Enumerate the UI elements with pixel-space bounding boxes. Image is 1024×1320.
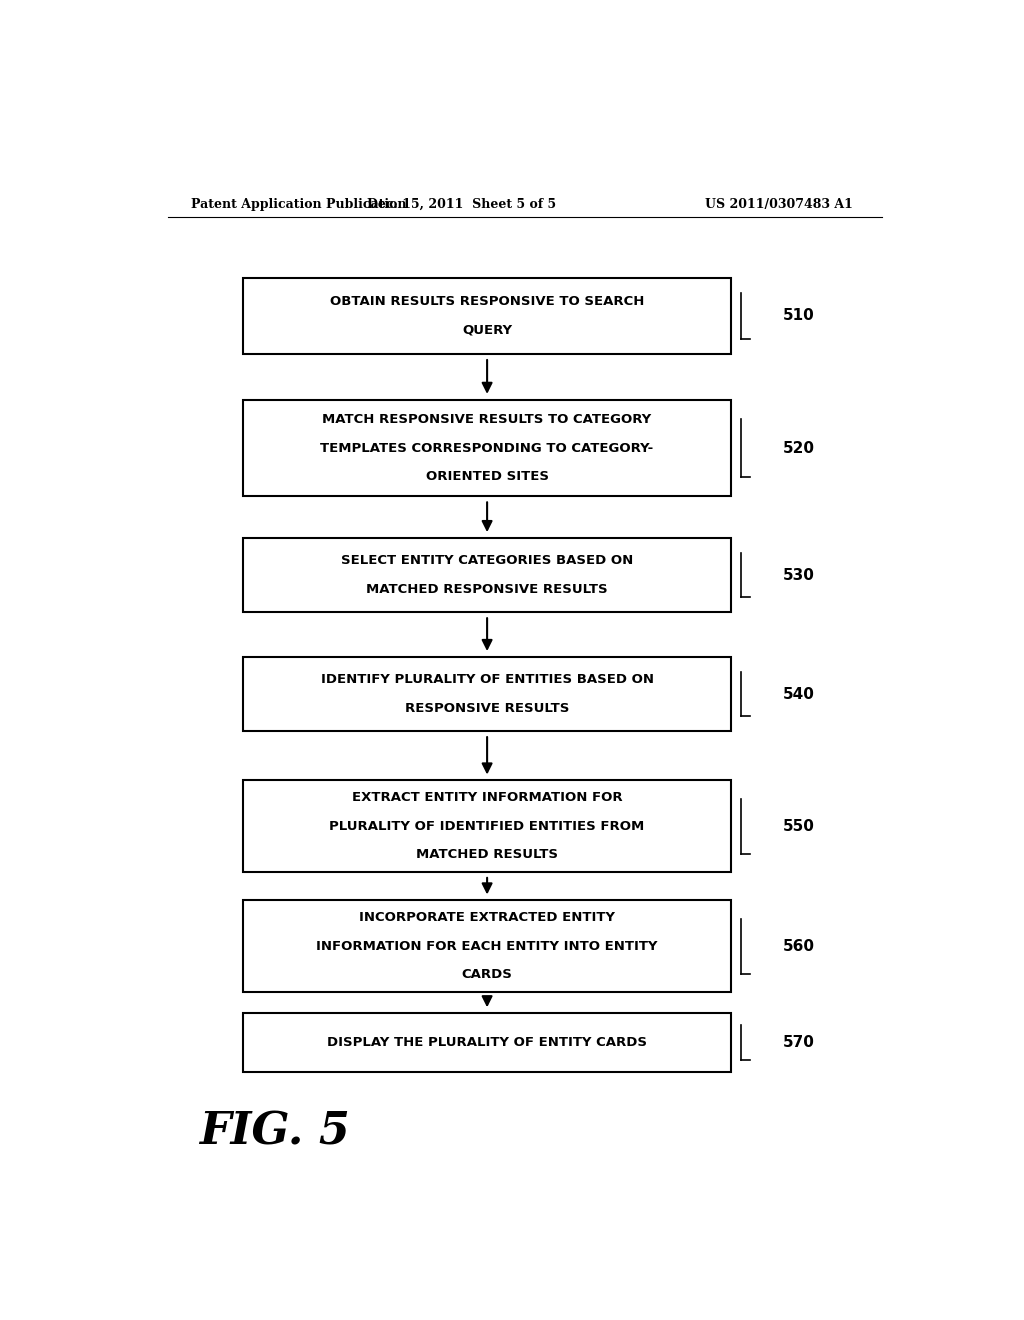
Text: Dec. 15, 2011  Sheet 5 of 5: Dec. 15, 2011 Sheet 5 of 5 — [367, 198, 556, 211]
Text: 510: 510 — [782, 309, 814, 323]
Text: CARDS: CARDS — [462, 968, 513, 981]
Text: 530: 530 — [782, 568, 815, 582]
Bar — [243, 539, 731, 612]
Bar — [243, 657, 731, 731]
Text: PLURALITY OF IDENTIFIED ENTITIES FROM: PLURALITY OF IDENTIFIED ENTITIES FROM — [330, 820, 645, 833]
Text: 550: 550 — [782, 818, 815, 834]
Text: MATCHED RESPONSIVE RESULTS: MATCHED RESPONSIVE RESULTS — [367, 583, 608, 595]
Text: 560: 560 — [782, 939, 815, 953]
Text: 570: 570 — [782, 1035, 815, 1051]
Bar — [243, 277, 731, 354]
Text: EXTRACT ENTITY INFORMATION FOR: EXTRACT ENTITY INFORMATION FOR — [352, 791, 623, 804]
Bar — [243, 780, 731, 873]
Text: OBTAIN RESULTS RESPONSIVE TO SEARCH: OBTAIN RESULTS RESPONSIVE TO SEARCH — [330, 296, 644, 308]
Text: 520: 520 — [782, 441, 815, 455]
Text: RESPONSIVE RESULTS: RESPONSIVE RESULTS — [404, 702, 569, 714]
Text: INCORPORATE EXTRACTED ENTITY: INCORPORATE EXTRACTED ENTITY — [359, 911, 615, 924]
Text: US 2011/0307483 A1: US 2011/0307483 A1 — [705, 198, 853, 211]
Text: MATCH RESPONSIVE RESULTS TO CATEGORY: MATCH RESPONSIVE RESULTS TO CATEGORY — [323, 413, 651, 426]
Bar — [243, 400, 731, 496]
Text: FIG. 5: FIG. 5 — [200, 1110, 350, 1154]
Text: IDENTIFY PLURALITY OF ENTITIES BASED ON: IDENTIFY PLURALITY OF ENTITIES BASED ON — [321, 673, 653, 686]
Text: ORIENTED SITES: ORIENTED SITES — [426, 470, 549, 483]
Text: 540: 540 — [782, 686, 815, 701]
Text: Patent Application Publication: Patent Application Publication — [191, 198, 407, 211]
Text: SELECT ENTITY CATEGORIES BASED ON: SELECT ENTITY CATEGORIES BASED ON — [341, 554, 633, 568]
Text: MATCHED RESULTS: MATCHED RESULTS — [416, 849, 558, 861]
Text: INFORMATION FOR EACH ENTITY INTO ENTITY: INFORMATION FOR EACH ENTITY INTO ENTITY — [316, 940, 657, 953]
Bar — [243, 900, 731, 991]
Text: DISPLAY THE PLURALITY OF ENTITY CARDS: DISPLAY THE PLURALITY OF ENTITY CARDS — [327, 1036, 647, 1049]
Text: QUERY: QUERY — [462, 323, 512, 337]
Text: TEMPLATES CORRESPONDING TO CATEGORY-: TEMPLATES CORRESPONDING TO CATEGORY- — [321, 442, 653, 454]
Bar — [243, 1014, 731, 1072]
